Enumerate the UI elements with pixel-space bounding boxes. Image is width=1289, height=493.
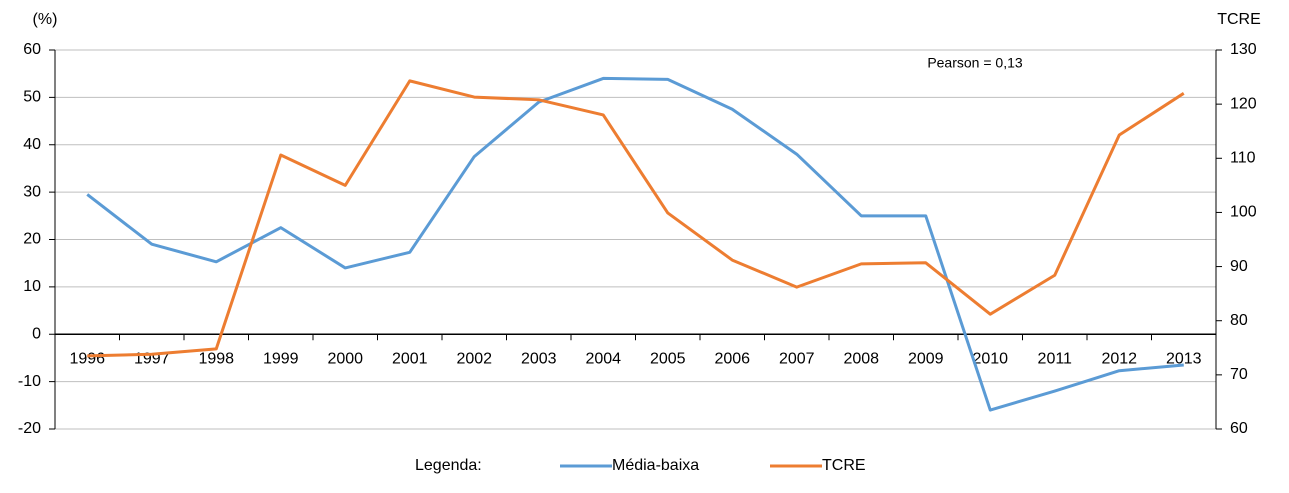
y-tick-label: 20 (23, 231, 41, 248)
y-tick-label: 10 (23, 278, 41, 295)
annotation: Pearson = 0,13 (927, 55, 1023, 71)
x-tick-label: 2005 (650, 350, 686, 367)
y2-tick-label: 90 (1230, 258, 1248, 275)
x-tick-label: 2006 (714, 350, 750, 367)
x-tick-label: 1999 (263, 350, 299, 367)
y-tick-label: 40 (23, 136, 41, 153)
x-tick-label: 2011 (1038, 350, 1073, 367)
y2-tick-label: 110 (1230, 150, 1256, 167)
x-tick-label: 2010 (972, 350, 1008, 367)
y2-tick-label: 60 (1230, 420, 1248, 437)
y-tick-label: 60 (23, 41, 41, 58)
legend-label: Média-baixa (612, 457, 699, 474)
y-axis-label: (%) (33, 11, 58, 28)
y2-tick-label: 130 (1230, 41, 1257, 58)
y2-tick-label: 80 (1230, 312, 1248, 329)
x-tick-label: 2007 (779, 350, 815, 367)
x-tick-label: 2009 (908, 350, 944, 367)
legend-title: Legenda: (415, 457, 482, 474)
x-tick-label: 2001 (392, 350, 428, 367)
y2-tick-label: 120 (1230, 95, 1257, 112)
y-tick-label: 0 (32, 325, 41, 342)
y-tick-label: 30 (23, 183, 41, 200)
y-tick-label: -10 (18, 373, 41, 390)
data-line (86, 76, 1184, 412)
data-line (87, 79, 1185, 358)
x-tick-label: 1996 (69, 350, 105, 367)
x-tick-label: 2008 (843, 350, 879, 367)
y2-tick-label: 70 (1230, 366, 1248, 383)
x-tick-label: 2013 (1166, 350, 1202, 367)
x-tick-label: 2003 (521, 350, 557, 367)
x-tick-label: 2004 (585, 350, 621, 367)
x-tick-label: 1998 (198, 350, 234, 367)
x-tick-label: 2002 (456, 350, 492, 367)
legend-label: TCRE (822, 457, 866, 474)
y-tick-label: -20 (18, 420, 41, 437)
x-tick-label: 2012 (1101, 350, 1137, 367)
y-tick-label: 50 (23, 89, 41, 106)
y2-axis-label: TCRE (1217, 11, 1261, 28)
y2-tick-label: 100 (1230, 204, 1257, 221)
x-tick-label: 2000 (327, 350, 363, 367)
